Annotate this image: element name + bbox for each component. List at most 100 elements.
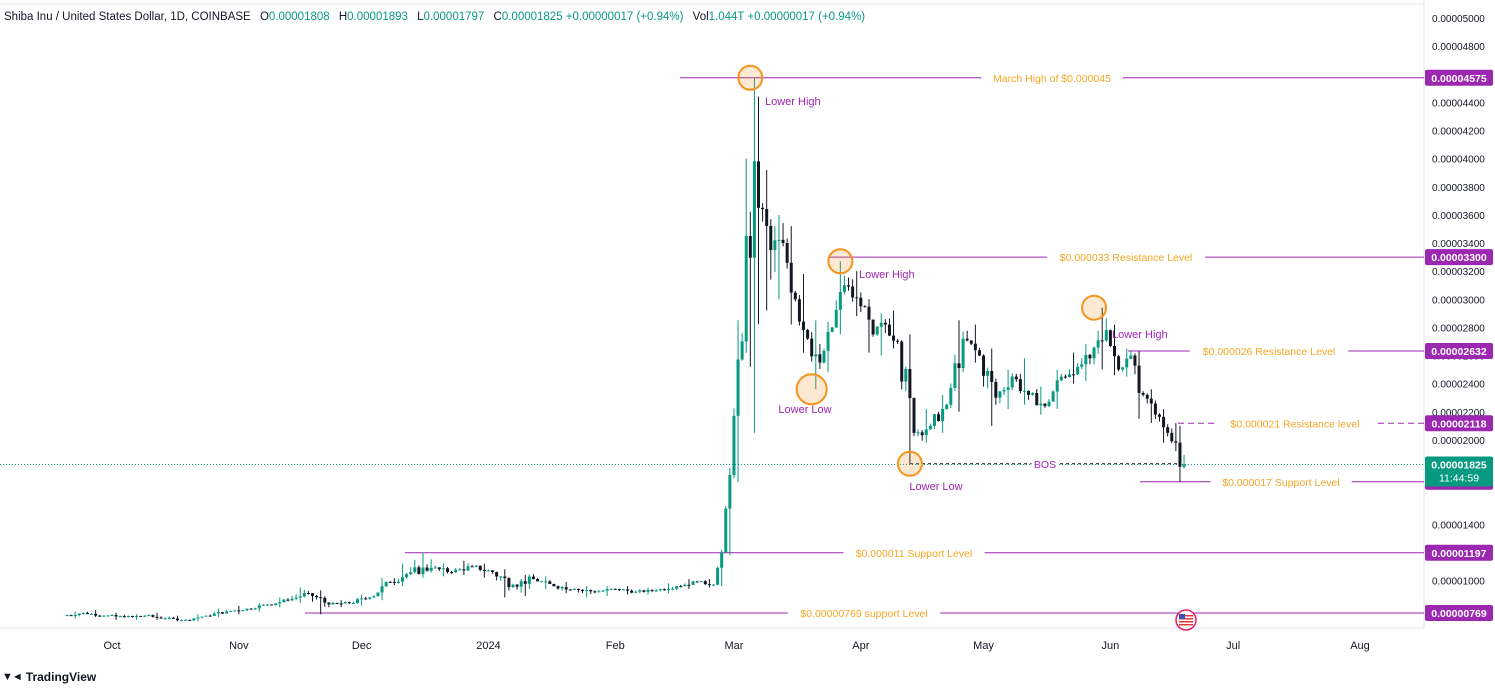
candle-body	[568, 589, 572, 591]
x-tick-label: 2024	[476, 640, 500, 652]
candle-body	[360, 598, 364, 600]
level-label: March High of $0.000045	[993, 73, 1111, 85]
tradingview-brand[interactable]: ▼◄ TradingView	[2, 670, 96, 684]
candle-body	[666, 589, 670, 591]
candle-body	[90, 613, 94, 615]
candle-body	[319, 597, 323, 599]
candle-body	[409, 572, 413, 575]
candle-body	[757, 161, 761, 208]
candle-body	[924, 429, 928, 436]
candle-body	[98, 615, 102, 617]
change-value: +0.00000017 (+0.94%)	[565, 11, 684, 23]
candle-body	[916, 432, 920, 434]
candle-body	[867, 306, 871, 320]
candle-body	[556, 586, 560, 589]
price-tag-label: 0.00001197	[1432, 548, 1487, 560]
candle-body	[376, 592, 380, 597]
candle-body	[920, 432, 924, 436]
candle-body	[949, 387, 953, 405]
candle-body	[744, 235, 748, 342]
x-tick-label: Oct	[103, 640, 120, 652]
current-price-label: 0.00001825	[1431, 459, 1487, 471]
y-tick-label: 0.00003600	[1432, 211, 1485, 222]
y-tick-label: 0.00004800	[1432, 42, 1485, 53]
candle-body	[548, 581, 552, 584]
candle-body	[1047, 401, 1051, 407]
candle-body	[638, 590, 642, 592]
candle-body	[621, 589, 625, 591]
candle-body	[834, 309, 838, 328]
candle-body	[94, 613, 98, 616]
candle-body	[237, 610, 241, 612]
candle-body	[765, 209, 769, 226]
candle-body	[1129, 355, 1133, 359]
candle-body	[102, 615, 106, 617]
candle-body	[401, 577, 405, 582]
candle-body	[241, 610, 245, 612]
candle-body	[249, 608, 253, 610]
candle-body	[180, 620, 184, 622]
candle-body	[184, 619, 188, 621]
candle-body	[1158, 414, 1162, 417]
level-label-bg	[981, 70, 1123, 85]
price-tag	[1425, 544, 1493, 561]
candle-body	[478, 565, 482, 570]
candle-body	[1133, 355, 1137, 366]
candle-body	[171, 617, 175, 619]
candle-body	[769, 225, 773, 251]
candle-body	[691, 581, 695, 585]
candle-body	[785, 243, 789, 263]
candle-body	[879, 322, 883, 327]
candle-body	[1088, 354, 1092, 359]
y-tick-label: 0.00002800	[1432, 323, 1485, 334]
level-label: $0.000021 Resistance level	[1230, 418, 1359, 430]
candle-body	[290, 598, 294, 601]
y-tick-label: 0.00003800	[1432, 183, 1485, 194]
candle-body	[298, 596, 302, 598]
candle-body	[380, 586, 384, 593]
x-tick-label: Mar	[724, 640, 743, 652]
candle-body	[1027, 390, 1031, 395]
candle-body	[826, 331, 830, 351]
close-value: 0.00001825	[501, 11, 563, 23]
candle-body	[257, 605, 261, 609]
price-tag	[1425, 343, 1493, 360]
candle-body	[474, 565, 478, 567]
candle-body	[605, 589, 609, 591]
x-tick-label: May	[973, 640, 994, 652]
candle-body	[560, 587, 564, 589]
candle-body	[789, 262, 793, 293]
candle-body	[593, 591, 597, 593]
candle-body	[1182, 464, 1186, 467]
flag-stripe	[1179, 624, 1193, 626]
candle-body	[106, 615, 110, 617]
candle-body	[261, 604, 265, 606]
pivot-circle-marker	[1081, 294, 1108, 321]
candle-body	[597, 591, 601, 593]
level-label-bg	[1215, 416, 1375, 431]
candle-body	[1117, 356, 1121, 370]
candle-body	[315, 595, 319, 598]
candle-body	[368, 597, 372, 599]
candle-body	[752, 161, 756, 258]
candle-body	[425, 567, 429, 571]
candle-body	[495, 572, 499, 577]
candle-body	[969, 340, 973, 344]
symbol-title[interactable]: Shiba Inu / United States Dollar, 1D, CO…	[4, 11, 251, 23]
candle-body	[887, 324, 891, 336]
candle-body	[364, 598, 368, 600]
y-tick-label: 0.00002400	[1432, 380, 1485, 391]
candle-body	[503, 576, 507, 579]
candle-body	[339, 603, 343, 605]
pivot-circle-marker	[795, 373, 828, 406]
candle-body	[265, 604, 269, 606]
candle-body	[601, 590, 605, 592]
candle-body	[1014, 376, 1018, 380]
candle-body	[777, 239, 781, 241]
x-tick-label: Apr	[852, 640, 869, 652]
level-label-bg	[787, 606, 941, 620]
candle-body	[491, 570, 495, 573]
candle-body	[282, 599, 286, 603]
candle-body	[675, 586, 679, 589]
